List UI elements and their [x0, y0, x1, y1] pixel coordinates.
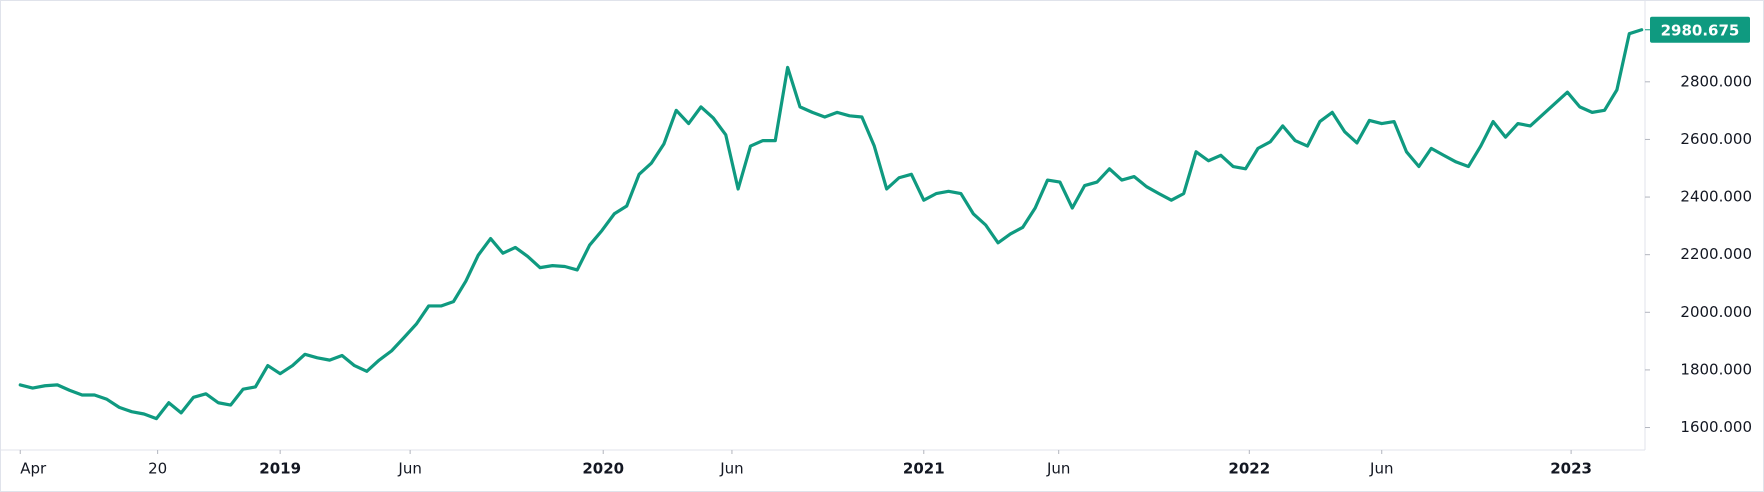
y-tick-label: 2400.000 [1680, 188, 1752, 206]
y-tick-label: 1600.000 [1680, 418, 1752, 436]
x-tick-label: Apr [20, 460, 47, 478]
x-tick-label: 2021 [903, 460, 945, 478]
x-tick-label: 2019 [259, 460, 301, 478]
x-tick-label: 2022 [1228, 460, 1270, 478]
x-tick-label: Jun [1046, 460, 1070, 478]
x-tick-label: Jun [1369, 460, 1393, 478]
x-tick-label: Jun [719, 460, 743, 478]
x-tick-label: Jun [397, 460, 421, 478]
y-tick-label: 2800.000 [1680, 72, 1752, 90]
x-tick-label: 2023 [1550, 460, 1592, 478]
price-line [18, 28, 1644, 421]
x-tick-label: 2020 [582, 460, 624, 478]
y-tick-label: 2200.000 [1680, 245, 1752, 263]
y-tick-label: 2000.000 [1680, 303, 1752, 321]
y-tick-label: 2600.000 [1680, 130, 1752, 148]
last-price-label: 2980.675 [1661, 21, 1740, 39]
last-price-box [1650, 16, 1750, 43]
x-tick-label: 20 [148, 460, 167, 478]
y-tick-label: 1800.000 [1680, 360, 1752, 378]
